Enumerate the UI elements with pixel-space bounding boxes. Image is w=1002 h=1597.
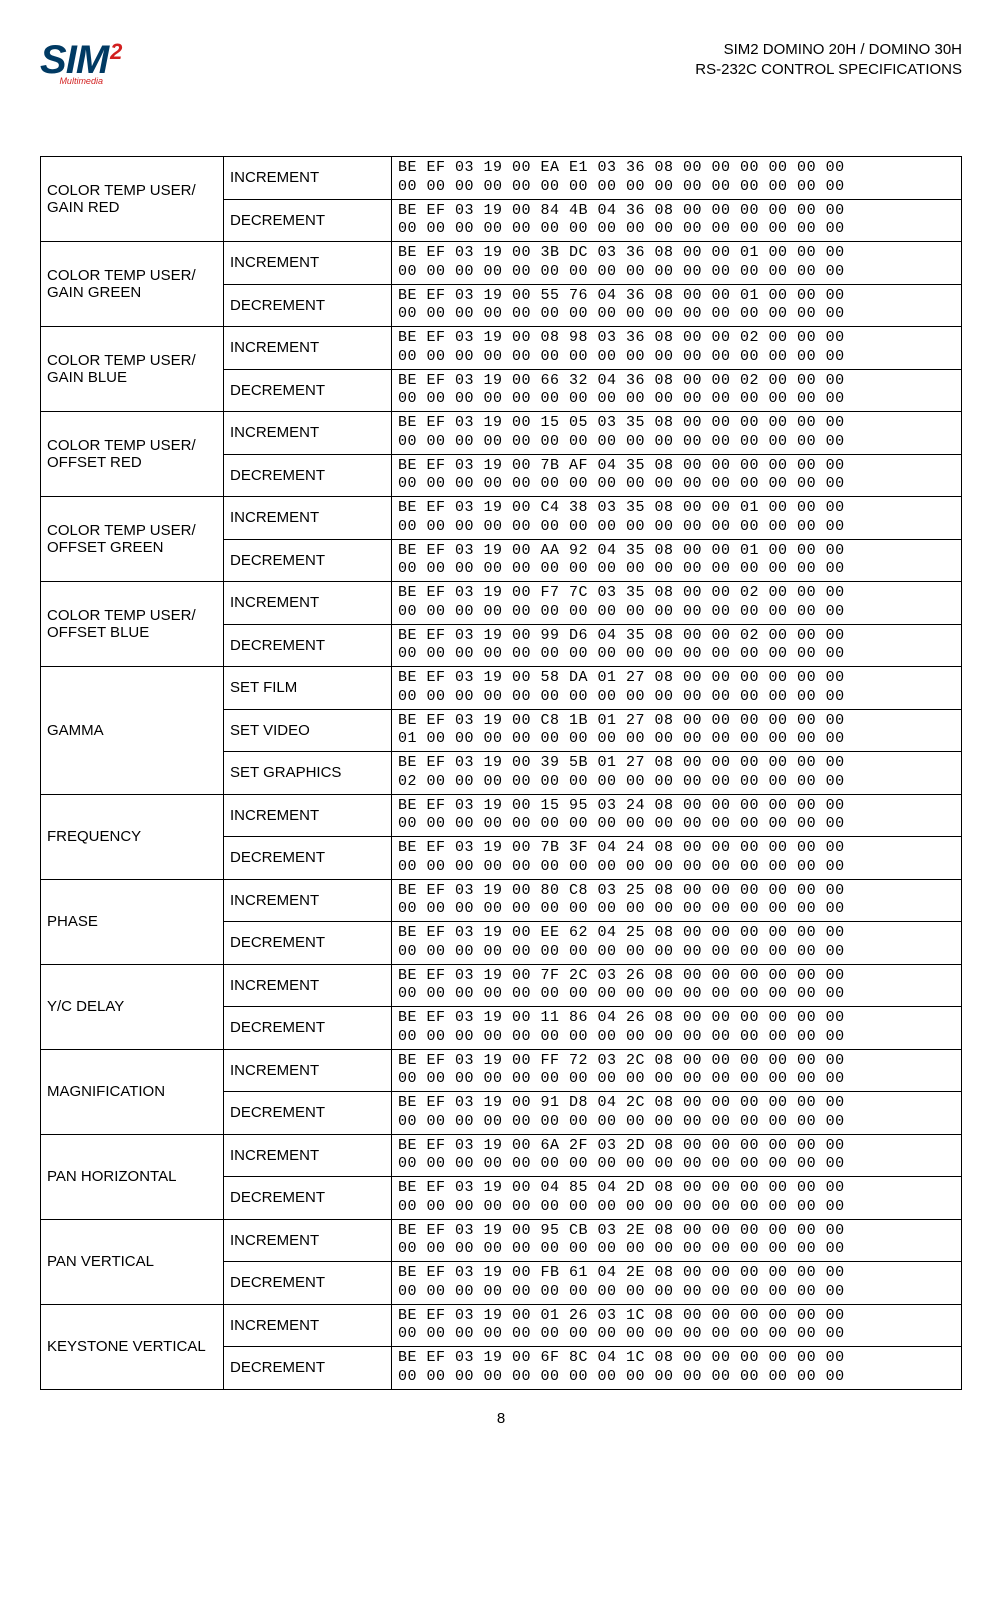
action-cell: SET GRAPHICS <box>224 752 392 795</box>
action-cell: INCREMENT <box>224 1304 392 1347</box>
hex-cell: BE EF 03 19 00 01 26 03 1C 08 00 00 00 0… <box>392 1304 962 1347</box>
logo-letter-s: S <box>40 40 66 80</box>
parameter-cell: COLOR TEMP USER/ GAIN RED <box>41 157 224 242</box>
hex-cell: BE EF 03 19 00 AA 92 04 35 08 00 00 01 0… <box>392 539 962 582</box>
action-cell: INCREMENT <box>224 497 392 540</box>
logo-letter-m: M <box>76 40 108 80</box>
logo-subtitle: Multimedia <box>59 76 103 86</box>
table-row: COLOR TEMP USER/ OFFSET REDINCREMENTBE E… <box>41 412 962 455</box>
hex-cell: BE EF 03 19 00 66 32 04 36 08 00 00 02 0… <box>392 369 962 412</box>
action-cell: DECREMENT <box>224 1177 392 1220</box>
hex-cell: BE EF 03 19 00 6A 2F 03 2D 08 00 00 00 0… <box>392 1134 962 1177</box>
action-cell: INCREMENT <box>224 1134 392 1177</box>
document-title: SIM2 DOMINO 20H / DOMINO 30H RS-232C CON… <box>695 40 962 81</box>
hex-cell: BE EF 03 19 00 FB 61 04 2E 08 00 00 00 0… <box>392 1262 962 1305</box>
hex-cell: BE EF 03 19 00 FF 72 03 2C 08 00 00 00 0… <box>392 1049 962 1092</box>
hex-cell: BE EF 03 19 00 7B AF 04 35 08 00 00 00 0… <box>392 454 962 497</box>
table-row: PHASEINCREMENTBE EF 03 19 00 80 C8 03 25… <box>41 879 962 922</box>
parameter-cell: COLOR TEMP USER/ OFFSET RED <box>41 412 224 497</box>
title-line-1: SIM2 DOMINO 20H / DOMINO 30H <box>695 40 962 60</box>
hex-cell: BE EF 03 19 00 6F 8C 04 1C 08 00 00 00 0… <box>392 1347 962 1390</box>
table-row: COLOR TEMP USER/ GAIN GREENINCREMENTBE E… <box>41 242 962 285</box>
parameter-cell: PHASE <box>41 879 224 964</box>
action-cell: INCREMENT <box>224 1049 392 1092</box>
table-row: COLOR TEMP USER/ GAIN REDINCREMENTBE EF … <box>41 157 962 200</box>
title-line-2: RS-232C CONTROL SPECIFICATIONS <box>695 60 962 80</box>
hex-cell: BE EF 03 19 00 15 95 03 24 08 00 00 00 0… <box>392 794 962 837</box>
action-cell: DECREMENT <box>224 1092 392 1135</box>
action-cell: DECREMENT <box>224 1347 392 1390</box>
page-number: 8 <box>40 1410 962 1427</box>
hex-cell: BE EF 03 19 00 F7 7C 03 35 08 00 00 02 0… <box>392 582 962 625</box>
parameter-cell: PAN VERTICAL <box>41 1219 224 1304</box>
page-header: S I M 2 Multimedia SIM2 DOMINO 20H / DOM… <box>40 40 962 86</box>
logo-number-2: 2 <box>110 41 122 63</box>
table-row: Y/C DELAYINCREMENTBE EF 03 19 00 7F 2C 0… <box>41 964 962 1007</box>
parameter-cell: COLOR TEMP USER/ OFFSET BLUE <box>41 582 224 667</box>
hex-cell: BE EF 03 19 00 11 86 04 26 08 00 00 00 0… <box>392 1007 962 1050</box>
parameter-cell: PAN HORIZONTAL <box>41 1134 224 1219</box>
action-cell: DECREMENT <box>224 922 392 965</box>
action-cell: INCREMENT <box>224 1219 392 1262</box>
parameter-cell: GAMMA <box>41 667 224 795</box>
hex-cell: BE EF 03 19 00 3B DC 03 36 08 00 00 01 0… <box>392 242 962 285</box>
parameter-cell: MAGNIFICATION <box>41 1049 224 1134</box>
table-row: COLOR TEMP USER/ GAIN BLUEINCREMENTBE EF… <box>41 327 962 370</box>
parameter-cell: COLOR TEMP USER/ OFFSET GREEN <box>41 497 224 582</box>
table-row: COLOR TEMP USER/ OFFSET GREENINCREMENTBE… <box>41 497 962 540</box>
hex-cell: BE EF 03 19 00 08 98 03 36 08 00 00 02 0… <box>392 327 962 370</box>
hex-cell: BE EF 03 19 00 84 4B 04 36 08 00 00 00 0… <box>392 199 962 242</box>
hex-cell: BE EF 03 19 00 99 D6 04 35 08 00 00 02 0… <box>392 624 962 667</box>
action-cell: INCREMENT <box>224 412 392 455</box>
table-row: FREQUENCYINCREMENTBE EF 03 19 00 15 95 0… <box>41 794 962 837</box>
hex-cell: BE EF 03 19 00 7B 3F 04 24 08 00 00 00 0… <box>392 837 962 880</box>
action-cell: DECREMENT <box>224 369 392 412</box>
logo-main: S I M 2 <box>40 40 122 80</box>
hex-cell: BE EF 03 19 00 80 C8 03 25 08 00 00 00 0… <box>392 879 962 922</box>
action-cell: INCREMENT <box>224 964 392 1007</box>
table-row: PAN VERTICALINCREMENTBE EF 03 19 00 95 C… <box>41 1219 962 1262</box>
parameter-cell: KEYSTONE VERTICAL <box>41 1304 224 1389</box>
hex-cell: BE EF 03 19 00 95 CB 03 2E 08 00 00 00 0… <box>392 1219 962 1262</box>
action-cell: DECREMENT <box>224 1262 392 1305</box>
action-cell: DECREMENT <box>224 624 392 667</box>
table-row: COLOR TEMP USER/ OFFSET BLUEINCREMENTBE … <box>41 582 962 625</box>
hex-cell: BE EF 03 19 00 58 DA 01 27 08 00 00 00 0… <box>392 667 962 710</box>
logo: S I M 2 Multimedia <box>40 40 122 86</box>
hex-cell: BE EF 03 19 00 EE 62 04 25 08 00 00 00 0… <box>392 922 962 965</box>
hex-cell: BE EF 03 19 00 91 D8 04 2C 08 00 00 00 0… <box>392 1092 962 1135</box>
action-cell: DECREMENT <box>224 539 392 582</box>
action-cell: SET FILM <box>224 667 392 710</box>
hex-cell: BE EF 03 19 00 04 85 04 2D 08 00 00 00 0… <box>392 1177 962 1220</box>
parameter-cell: COLOR TEMP USER/ GAIN BLUE <box>41 327 224 412</box>
action-cell: INCREMENT <box>224 582 392 625</box>
logo-letter-i: I <box>66 40 76 80</box>
hex-cell: BE EF 03 19 00 C4 38 03 35 08 00 00 01 0… <box>392 497 962 540</box>
hex-cell: BE EF 03 19 00 7F 2C 03 26 08 00 00 00 0… <box>392 964 962 1007</box>
hex-cell: BE EF 03 19 00 55 76 04 36 08 00 00 01 0… <box>392 284 962 327</box>
table-row: KEYSTONE VERTICALINCREMENTBE EF 03 19 00… <box>41 1304 962 1347</box>
hex-cell: BE EF 03 19 00 EA E1 03 36 08 00 00 00 0… <box>392 157 962 200</box>
action-cell: DECREMENT <box>224 837 392 880</box>
action-cell: INCREMENT <box>224 327 392 370</box>
action-cell: DECREMENT <box>224 1007 392 1050</box>
hex-cell: BE EF 03 19 00 15 05 03 35 08 00 00 00 0… <box>392 412 962 455</box>
action-cell: INCREMENT <box>224 794 392 837</box>
action-cell: SET VIDEO <box>224 709 392 752</box>
parameter-cell: Y/C DELAY <box>41 964 224 1049</box>
spec-table: COLOR TEMP USER/ GAIN REDINCREMENTBE EF … <box>40 156 962 1390</box>
action-cell: DECREMENT <box>224 199 392 242</box>
table-row: PAN HORIZONTALINCREMENTBE EF 03 19 00 6A… <box>41 1134 962 1177</box>
table-row: MAGNIFICATIONINCREMENTBE EF 03 19 00 FF … <box>41 1049 962 1092</box>
action-cell: INCREMENT <box>224 157 392 200</box>
hex-cell: BE EF 03 19 00 C8 1B 01 27 08 00 00 00 0… <box>392 709 962 752</box>
action-cell: INCREMENT <box>224 242 392 285</box>
action-cell: DECREMENT <box>224 284 392 327</box>
parameter-cell: FREQUENCY <box>41 794 224 879</box>
parameter-cell: COLOR TEMP USER/ GAIN GREEN <box>41 242 224 327</box>
action-cell: INCREMENT <box>224 879 392 922</box>
hex-cell: BE EF 03 19 00 39 5B 01 27 08 00 00 00 0… <box>392 752 962 795</box>
action-cell: DECREMENT <box>224 454 392 497</box>
table-row: GAMMASET FILMBE EF 03 19 00 58 DA 01 27 … <box>41 667 962 710</box>
